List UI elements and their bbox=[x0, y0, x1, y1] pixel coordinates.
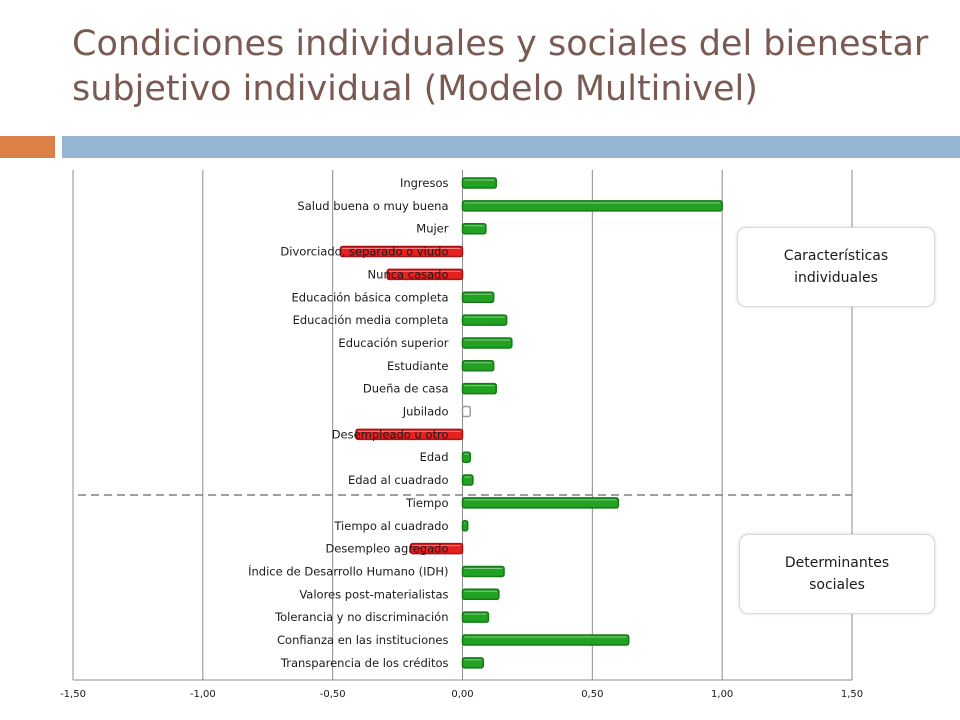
x-tick-label: 0,00 bbox=[451, 689, 473, 700]
x-tick-label: 1,50 bbox=[841, 689, 863, 700]
category-label: Valores post-materialistas bbox=[299, 587, 448, 601]
category-label: Estudiante bbox=[387, 359, 448, 373]
category-labels: Ingresos Salud buena o muy buena Mujer Divo… bbox=[248, 176, 449, 670]
category-label: Tiempo bbox=[405, 496, 448, 510]
category-label: Desempleado u otro bbox=[332, 427, 449, 441]
category-label: Salud buena o muy buena bbox=[297, 199, 448, 213]
category-label: Educación superior bbox=[338, 336, 448, 350]
bar bbox=[461, 200, 723, 212]
category-label: Educación media completa bbox=[293, 313, 449, 327]
bar bbox=[461, 611, 490, 623]
bar bbox=[461, 405, 472, 418]
bar bbox=[461, 382, 498, 395]
x-tick-label: -1,50 bbox=[60, 689, 86, 700]
bars bbox=[339, 177, 723, 669]
bar bbox=[461, 291, 495, 303]
callout-individual-characteristics: Características individuales bbox=[737, 227, 935, 307]
bar bbox=[355, 428, 464, 441]
bar bbox=[461, 474, 474, 486]
category-label: Mujer bbox=[416, 222, 448, 236]
bar bbox=[461, 657, 485, 669]
category-label: Confianza en las instituciones bbox=[277, 633, 448, 647]
bar bbox=[461, 520, 469, 532]
x-tick-label: -1,00 bbox=[190, 689, 216, 700]
bar bbox=[461, 222, 487, 235]
category-label: Jubilado bbox=[402, 405, 449, 419]
category-label: Desempleo agregado bbox=[325, 542, 448, 556]
category-label: Nunca casado bbox=[368, 267, 449, 281]
category-label: Edad al cuadrado bbox=[348, 473, 449, 487]
callout-social-determinants: Determinantes sociales bbox=[739, 534, 935, 614]
bar bbox=[386, 268, 464, 281]
x-tick-labels: -1,50 -1,00 -0,50 0,00 0,50 1,00 1,50 bbox=[60, 689, 863, 700]
bar bbox=[461, 634, 630, 646]
bar bbox=[339, 245, 464, 258]
bar bbox=[461, 314, 508, 326]
category-label: Dueña de casa bbox=[363, 382, 449, 396]
category-label: Índice de Desarrollo Humano (IDH) bbox=[248, 563, 448, 578]
bar bbox=[461, 588, 500, 601]
category-label: Educación básica completa bbox=[292, 290, 449, 304]
bar bbox=[461, 451, 472, 463]
x-tick-label: 1,00 bbox=[711, 689, 733, 700]
accent-bar-blue bbox=[62, 136, 960, 158]
bar bbox=[461, 337, 513, 349]
bar bbox=[461, 497, 620, 509]
category-label: Tolerancia y no discriminación bbox=[274, 610, 448, 624]
bar bbox=[461, 360, 495, 372]
accent-bar-orange bbox=[0, 136, 55, 158]
category-label: Tiempo al cuadrado bbox=[333, 519, 448, 533]
bar bbox=[461, 177, 498, 189]
category-label: Divorciado, separado o viudo bbox=[280, 245, 448, 259]
category-label: Ingresos bbox=[400, 176, 449, 190]
category-label: Edad bbox=[420, 450, 449, 464]
bar bbox=[409, 542, 464, 555]
x-tick-label: 0,50 bbox=[581, 689, 603, 700]
x-tick-label: -0,50 bbox=[320, 689, 346, 700]
bar bbox=[461, 565, 505, 578]
category-label: Transparencia de los créditos bbox=[280, 656, 449, 670]
slide-title: Condiciones individuales y sociales del … bbox=[72, 24, 929, 109]
